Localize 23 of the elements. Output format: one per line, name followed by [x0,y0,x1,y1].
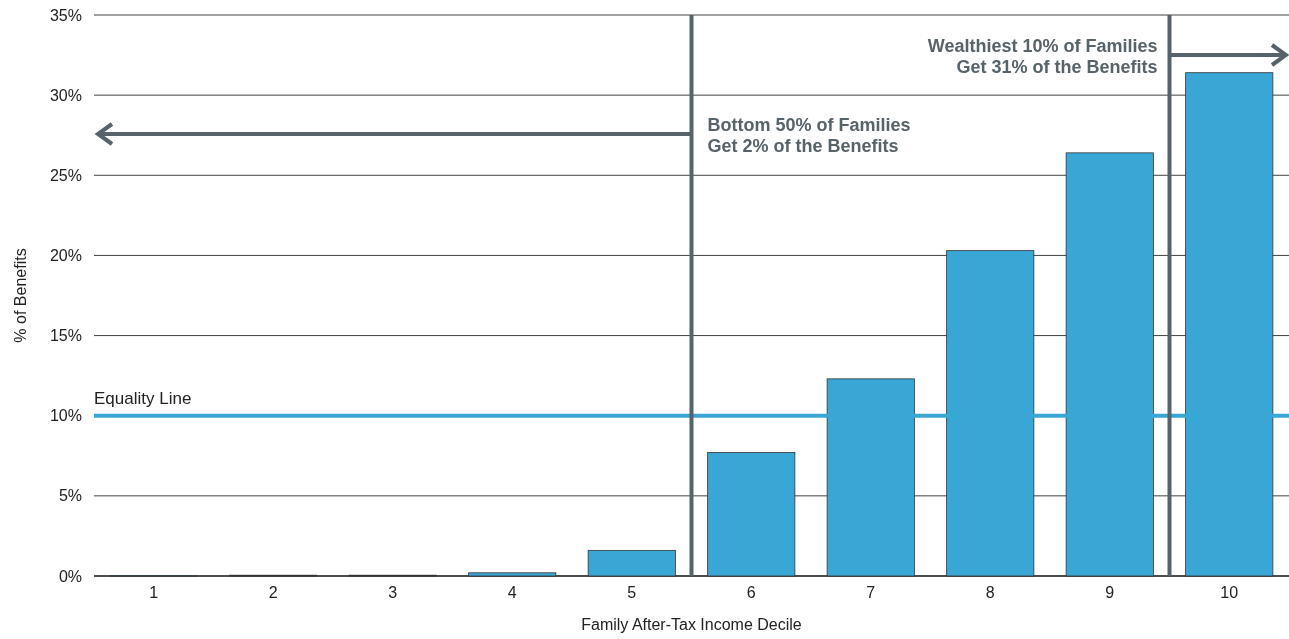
y-tick-label: 25% [49,166,82,184]
annotation: Wealthiest 10% of Families Get 31% of the Benefits [927,36,1158,77]
y-tick-label: 15% [49,327,82,345]
x-tick-label: 2 [268,584,278,601]
x-tick-label: 9 [1105,584,1115,601]
x-tick-label: 5 [627,584,637,601]
y-tick-label: 35% [49,6,82,24]
x-tick-label: 10 [1220,584,1239,601]
ref-line-label: Equality Line [94,388,192,408]
y-tick-label: 10% [49,407,82,425]
annotation: Bottom 50% of Families Get 2% of the Benefits [707,115,911,156]
y-tick-label: 30% [49,86,82,104]
y-tick-label: 20% [49,247,82,265]
x-axis-title: Family After-Tax Income Decile [581,616,802,633]
y-axis-title: % of Benefits [12,248,29,343]
x-tick-label: 8 [985,584,995,601]
x-tick-label: 6 [746,584,756,601]
x-tick-label: 4 [507,584,517,601]
x-tick-label: 3 [388,584,398,601]
y-tick-label: 5% [58,487,82,505]
x-tick-label: 7 [866,584,876,601]
x-tick-label: 1 [149,584,159,601]
y-tick-label: 0% [58,567,82,585]
